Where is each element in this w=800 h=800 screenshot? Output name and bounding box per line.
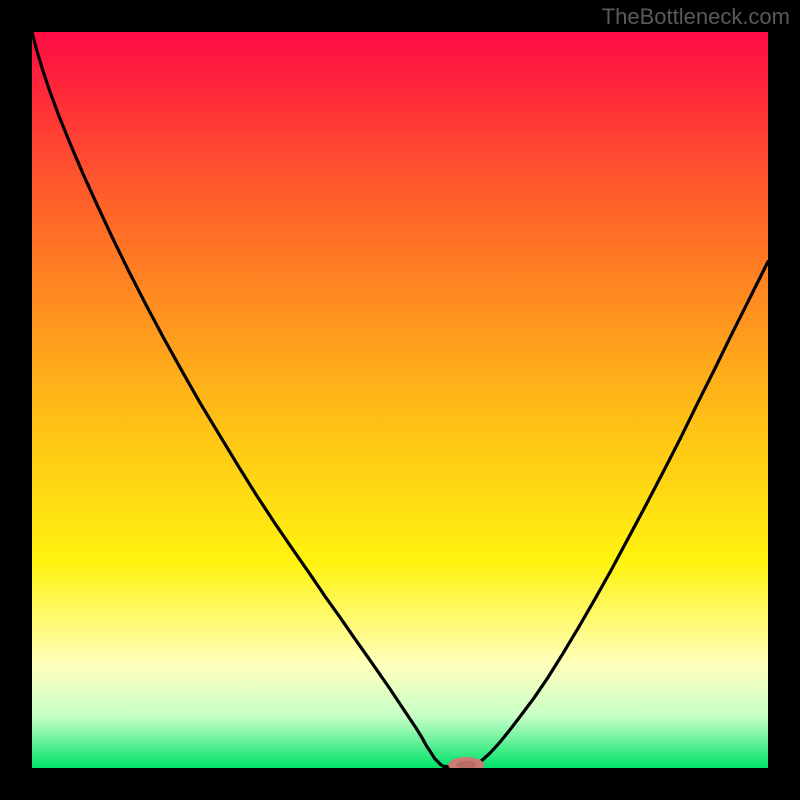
frame-left bbox=[0, 0, 32, 800]
frame-right bbox=[768, 0, 800, 800]
frame-bottom bbox=[0, 768, 800, 800]
chart-background bbox=[32, 32, 768, 768]
watermark-text: TheBottleneck.com bbox=[602, 4, 790, 30]
bottleneck-chart bbox=[0, 0, 800, 800]
chart-container: TheBottleneck.com bbox=[0, 0, 800, 800]
